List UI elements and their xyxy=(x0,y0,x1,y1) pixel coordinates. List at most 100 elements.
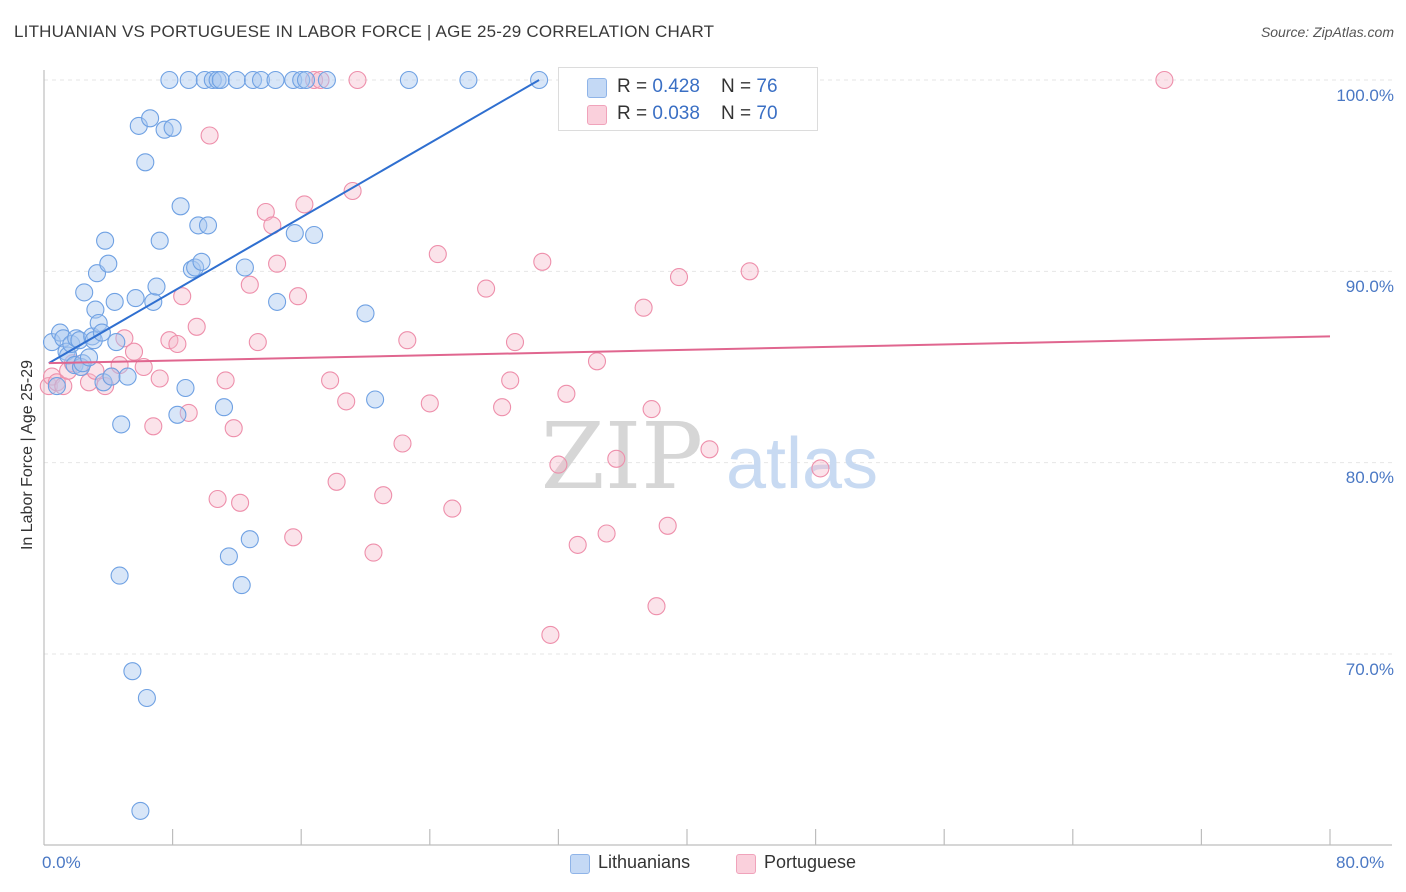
point-lithuanian xyxy=(141,109,160,128)
point-portuguese xyxy=(124,342,144,361)
y-axis-label: In Labor Force | Age 25-29 xyxy=(19,359,36,551)
point-lithuanian xyxy=(118,367,137,386)
point-portuguese xyxy=(216,371,235,390)
legend-swatch xyxy=(736,854,756,874)
point-portuguese xyxy=(669,268,689,287)
y-tick-label: 80.0% xyxy=(1345,468,1394,487)
point-lithuanian xyxy=(99,254,118,273)
point-portuguese xyxy=(150,369,169,388)
point-lithuanian xyxy=(356,304,375,323)
point-lithuanian xyxy=(189,216,208,235)
point-lithuanian xyxy=(366,390,385,409)
point-lithuanian xyxy=(150,231,169,250)
point-lithuanian xyxy=(240,530,259,549)
point-lithuanian xyxy=(214,398,234,417)
point-portuguese xyxy=(477,279,496,298)
point-portuguese xyxy=(568,535,587,554)
point-lithuanian xyxy=(192,252,211,271)
point-portuguese xyxy=(428,245,447,264)
point-portuguese xyxy=(173,287,192,306)
point-lithuanian xyxy=(292,70,311,90)
point-portuguese xyxy=(321,371,340,390)
point-lithuanian xyxy=(182,260,201,279)
point-lithuanian xyxy=(305,225,324,245)
point-lithuanian xyxy=(86,300,105,319)
point-portuguese xyxy=(288,287,308,306)
point-lithuanian xyxy=(179,70,198,90)
y-tick-label: 90.0% xyxy=(1345,277,1394,296)
point-lithuanian xyxy=(163,118,182,137)
point-portuguese xyxy=(642,400,661,419)
point-portuguese xyxy=(268,254,287,273)
point-lithuanian xyxy=(126,289,145,308)
point-lithuanian xyxy=(268,292,287,311)
y-tick-label: 70.0% xyxy=(1345,660,1394,679)
legend-swatch xyxy=(587,78,607,98)
point-portuguese xyxy=(597,524,616,543)
point-lithuanian xyxy=(285,224,304,243)
point-portuguese xyxy=(549,455,568,474)
point-portuguese xyxy=(284,528,303,547)
point-lithuanian xyxy=(171,197,190,216)
point-lithuanian xyxy=(47,377,66,396)
point-portuguese xyxy=(134,357,153,377)
point-lithuanian xyxy=(136,153,155,172)
point-lithuanian xyxy=(168,405,187,424)
trend-line-portuguese xyxy=(48,335,1331,365)
legend-label: Lithuanians xyxy=(598,852,691,872)
point-portuguese xyxy=(647,597,666,616)
watermark-zip: ZIP xyxy=(541,403,703,510)
point-portuguese xyxy=(337,392,356,411)
point-portuguese xyxy=(1155,70,1174,90)
point-portuguese xyxy=(420,394,439,413)
watermark: ZIP atlas xyxy=(541,403,878,510)
point-lithuanian xyxy=(317,70,336,90)
point-portuguese xyxy=(187,317,206,336)
point-lithuanian xyxy=(251,70,271,90)
point-lithuanian xyxy=(296,70,316,90)
axes xyxy=(43,70,1392,846)
point-lithuanian xyxy=(137,688,156,708)
watermark-atlas: atlas xyxy=(726,424,878,504)
point-portuguese xyxy=(700,440,719,459)
point-lithuanian xyxy=(96,231,115,250)
chart-title: LITHUANIAN VS PORTUGUESE IN LABOR FORCE … xyxy=(14,22,715,41)
y-tick-label: 100.0% xyxy=(1336,86,1394,105)
gridlines xyxy=(44,79,1392,655)
legend-swatch xyxy=(570,854,590,874)
point-lithuanian xyxy=(399,70,418,90)
point-portuguese xyxy=(374,486,393,505)
point-lithuanian xyxy=(176,378,195,398)
point-portuguese xyxy=(343,181,362,201)
point-lithuanian xyxy=(219,547,238,566)
point-portuguese xyxy=(740,262,759,281)
point-portuguese xyxy=(658,516,677,535)
trend-lines xyxy=(48,79,1331,365)
point-portuguese xyxy=(557,384,576,403)
point-lithuanian xyxy=(107,333,126,352)
point-lithuanian xyxy=(105,292,124,311)
point-lithuanian xyxy=(102,367,121,386)
point-portuguese xyxy=(501,371,520,390)
point-lithuanian xyxy=(51,323,70,342)
point-portuguese xyxy=(208,489,227,509)
point-portuguese xyxy=(231,493,250,512)
n-value: 70 xyxy=(756,103,778,124)
point-lithuanian xyxy=(160,70,179,90)
point-lithuanian xyxy=(110,566,129,585)
point-portuguese xyxy=(587,352,607,371)
point-portuguese xyxy=(443,499,462,518)
stats-legend: R = 0.428 N = 76 R = 0.038 N = 70 xyxy=(558,67,818,131)
data-points xyxy=(39,70,1174,820)
point-portuguese xyxy=(607,449,626,468)
source-label: Source: ZipAtlas.com xyxy=(1260,24,1394,40)
legend-swatch xyxy=(587,105,607,125)
point-lithuanian xyxy=(211,70,230,90)
point-portuguese xyxy=(168,334,187,354)
point-lithuanian xyxy=(75,283,94,302)
point-lithuanian xyxy=(198,216,218,235)
point-lithuanian xyxy=(459,70,478,90)
point-portuguese xyxy=(348,70,367,90)
point-portuguese xyxy=(311,70,330,90)
